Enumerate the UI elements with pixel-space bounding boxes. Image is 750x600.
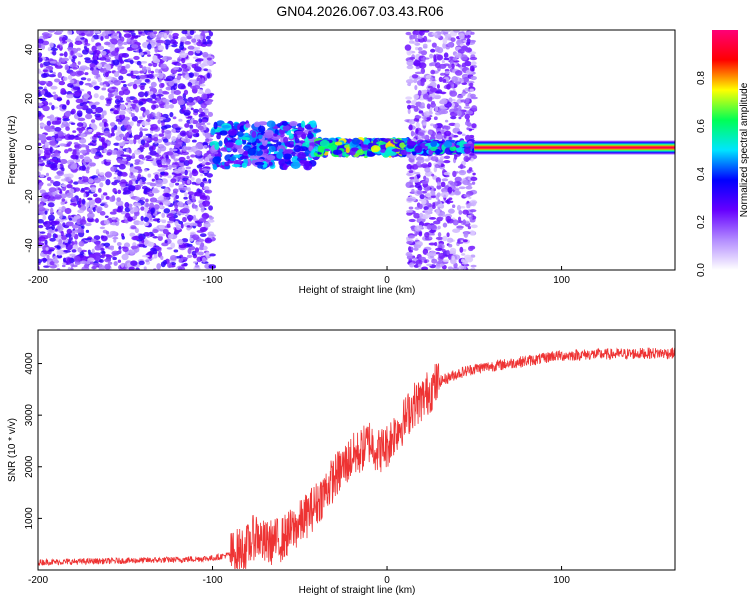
y-tick-label: 4000 [24,352,35,375]
colorbar-tick-label: 0.0 [696,263,707,277]
spectrogram-region [38,30,217,270]
spectrogram-region [404,138,478,156]
y-tick-label: 0 [24,144,35,150]
x-tick-label: -200 [28,275,48,286]
y-tick-label: 3000 [24,404,35,427]
x-tick-label: 0 [384,575,390,586]
y-tick-label: 20 [24,93,35,105]
y-tick-label: -20 [24,189,35,204]
colorbar-tick-label: 0.6 [696,119,707,133]
snr-y-ticks: 1000 2000 3000 4000 [24,352,42,530]
spectrogram-y-label: Frequency (Hz) [7,116,18,185]
colorbar-tick-label: 0.4 [696,167,707,181]
y-tick-label: 1000 [24,507,35,530]
x-tick-label: 0 [384,275,390,286]
x-tick-label: 100 [553,275,570,286]
spectrogram-x-label: Height of straight line (km) [299,285,416,296]
snr-x-label: Height of straight line (km) [299,585,416,596]
colorbar-label: Normalized spectral amplitude [739,82,750,217]
y-tick-label: 2000 [24,455,35,478]
snr-y-label: SNR (10 * v/v) [7,418,18,482]
figure-title: GN04.2026.067.03.43.R06 [276,3,444,19]
colorbar: 0.0 0.2 0.4 0.6 0.8 Normalized spectral ampl… [696,30,750,277]
spectrogram-region [209,120,322,171]
x-tick-label: -200 [28,575,48,586]
spectrogram-x-ticks: -200 -100 0 100 [28,266,570,286]
spectrogram-heatmap [38,30,675,270]
x-tick-label: -100 [203,575,223,586]
y-tick-label: -40 [24,238,35,253]
snr-x-ticks: -200 -100 0 100 [28,566,570,586]
spectrogram-region [313,136,412,159]
y-tick-label: 40 [24,44,35,56]
x-tick-label: 100 [553,575,570,586]
x-tick-label: -100 [203,275,223,286]
colorbar-tick-label: 0.2 [696,215,707,229]
colorbar-ticks: 0.0 0.2 0.4 0.6 0.8 [696,71,707,277]
colorbar-tick-label: 0.8 [696,71,707,85]
snr-panel: -200 -100 0 100 1000 2000 3000 4000 Height of … [7,329,676,596]
snr-frame [37,329,676,571]
colorbar-gradient [712,30,738,270]
spectrogram-frame [37,29,676,271]
snr-series-line [38,347,675,570]
spectrogram-region [474,140,675,155]
spectrogram-region [404,30,478,270]
spectrogram-y-ticks: -40 -20 0 20 40 [24,44,42,253]
